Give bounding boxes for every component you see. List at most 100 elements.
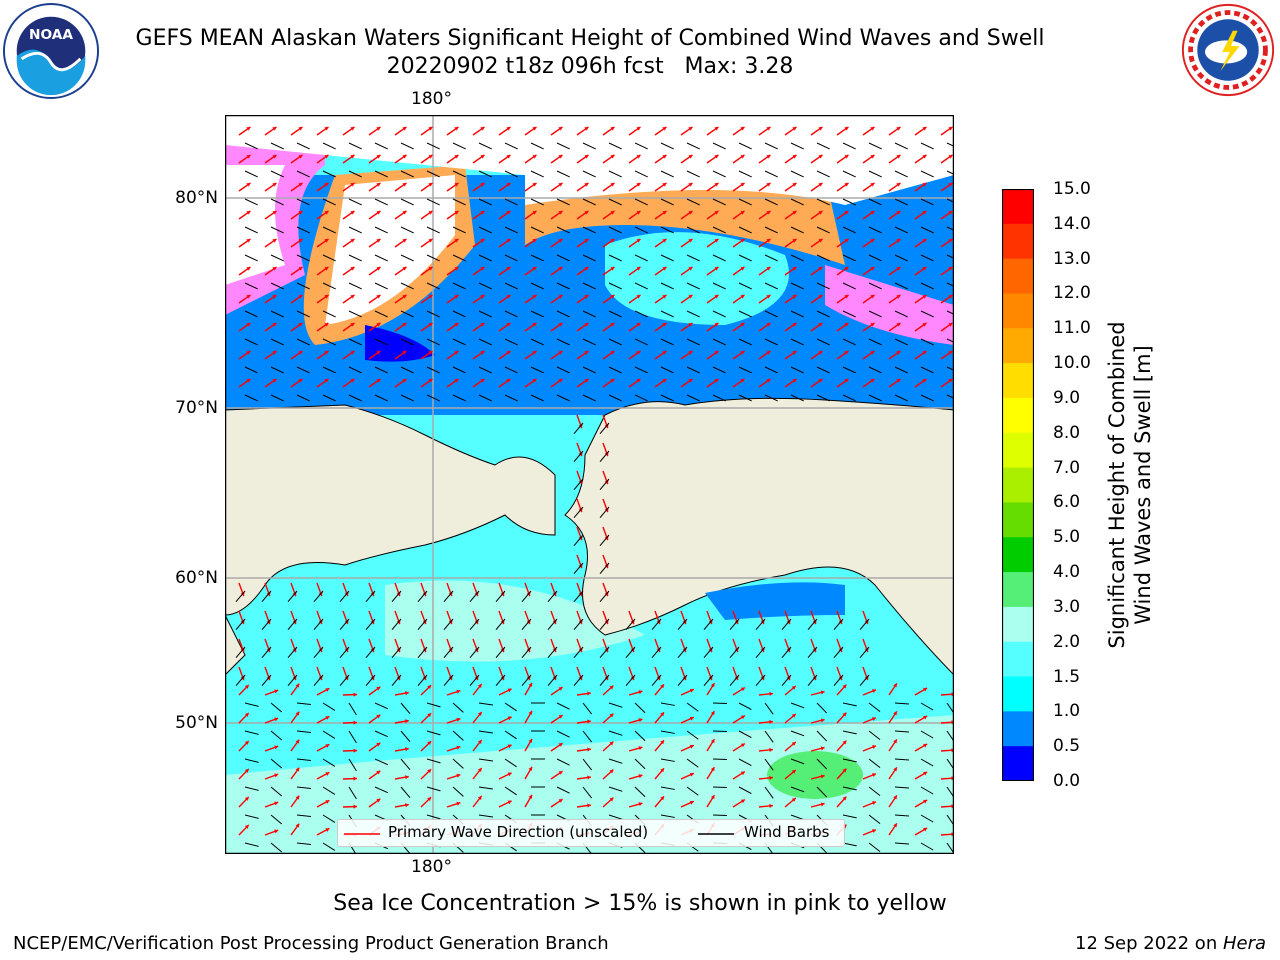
wave-arrowhead	[402, 350, 407, 355]
wind-barb	[322, 702, 336, 711]
wind-barb	[478, 310, 492, 318]
wave-arrowhead	[872, 717, 876, 721]
wind-barb	[868, 366, 882, 374]
wave-arrowhead	[872, 689, 876, 693]
wave-arrowhead	[636, 266, 641, 271]
colorbar-tick-label: 3.0	[1053, 596, 1081, 617]
wave-arrowhead	[740, 378, 745, 383]
wave-arrowhead	[688, 126, 693, 131]
wind-barb	[443, 618, 454, 631]
wind-barb	[599, 506, 610, 519]
map-legend: Primary Wave Direction (unscaled) Wind B…	[337, 819, 845, 847]
wind-barb	[296, 814, 311, 817]
wind-barb	[842, 226, 856, 234]
wave-arrowhead	[454, 238, 459, 243]
nws-logo	[1181, 3, 1275, 97]
wave-arrowhead	[324, 322, 329, 327]
wind-barb	[807, 674, 818, 687]
wind-barb	[712, 310, 726, 318]
wind-barb	[764, 338, 778, 346]
wind-barb	[322, 198, 336, 206]
wave-arrowhead	[244, 824, 249, 829]
wind-barb	[582, 786, 593, 799]
wave-arrowhead	[610, 266, 615, 271]
wave-arrowhead	[818, 350, 823, 355]
wind-barb	[374, 282, 388, 290]
wind-barb	[244, 142, 258, 150]
wave-arrowhead	[532, 378, 537, 383]
wind-barb	[573, 618, 584, 631]
wind-barb	[842, 142, 856, 150]
wind-barb	[608, 282, 622, 290]
wave-arrowhead	[558, 126, 563, 131]
wave-arrowhead	[244, 768, 249, 773]
wind-barb	[348, 310, 362, 318]
wind-barb	[842, 702, 857, 707]
wave-arrowhead	[428, 294, 433, 299]
wave-arrowhead	[295, 767, 300, 772]
wind-barb	[868, 198, 882, 206]
wave-arrowhead	[896, 126, 901, 131]
wave-arrowhead	[610, 126, 615, 131]
wind-barb	[582, 730, 593, 743]
wind-barbs-legend-line	[698, 833, 734, 835]
wind-barb	[270, 142, 284, 150]
wind-barb	[391, 674, 402, 687]
wave-arrowhead	[740, 182, 745, 187]
wave-arrowhead	[274, 801, 279, 806]
wave-arrowhead	[610, 378, 615, 383]
wind-barb	[348, 338, 362, 346]
wind-barb	[443, 646, 454, 659]
wind-barb	[339, 674, 350, 687]
wave-arrowhead	[870, 238, 875, 243]
map-frame	[225, 115, 954, 854]
wave-arrowhead	[660, 712, 664, 717]
colorbar-tick-label: 5.0	[1053, 527, 1081, 548]
wave-arrowhead	[688, 238, 693, 243]
wave-arrowhead	[896, 350, 901, 355]
wind-barb	[599, 478, 610, 491]
wind-barb	[244, 198, 258, 206]
sea-ice-northwest	[225, 115, 525, 175]
wave-arrowhead	[792, 238, 797, 243]
wind-barb	[530, 310, 544, 318]
wind-barb	[573, 674, 584, 687]
wind-barb	[348, 282, 362, 290]
wave-arrowhead	[558, 687, 563, 691]
wave-arrowhead	[710, 767, 715, 772]
wind-barb	[296, 310, 310, 318]
wave-arrowhead	[427, 741, 432, 746]
wind-barb	[469, 674, 480, 687]
wind-barb	[894, 338, 908, 346]
wind-barb	[296, 730, 311, 733]
wind-barb	[582, 254, 596, 262]
wave-arrowhead	[376, 742, 381, 747]
wind-barb	[504, 282, 518, 290]
wind-barb	[452, 366, 466, 374]
wave-arrowhead	[480, 210, 485, 215]
wave-arrowhead	[896, 182, 901, 187]
wave-arrowhead	[714, 126, 719, 131]
wind-barb	[807, 618, 818, 631]
wind-barb	[790, 310, 804, 318]
wave-arrowhead	[402, 294, 407, 299]
wave-arrowhead	[636, 154, 641, 159]
wave-arrowhead	[766, 378, 771, 383]
wave-arrowhead	[689, 716, 694, 721]
wave-arrowhead	[428, 238, 433, 243]
wind-barb	[556, 142, 570, 150]
wind-barb	[504, 170, 518, 178]
wave-arrowhead	[480, 238, 485, 243]
wind-barb	[712, 254, 726, 262]
wave-arrowhead	[558, 294, 563, 299]
wind-barb	[599, 674, 610, 687]
footer-date-text: 12 Sep 2022 on	[1075, 933, 1223, 954]
wind-barb	[712, 142, 726, 150]
wind-barb	[790, 338, 804, 346]
wind-barb	[244, 170, 258, 178]
wave-arrowhead	[948, 210, 953, 215]
wind-barb	[582, 310, 596, 318]
wind-barb	[920, 142, 934, 150]
wind-barb	[738, 170, 752, 178]
sea-ice-note: Sea Ice Concentration > 15% is shown in …	[333, 891, 947, 916]
